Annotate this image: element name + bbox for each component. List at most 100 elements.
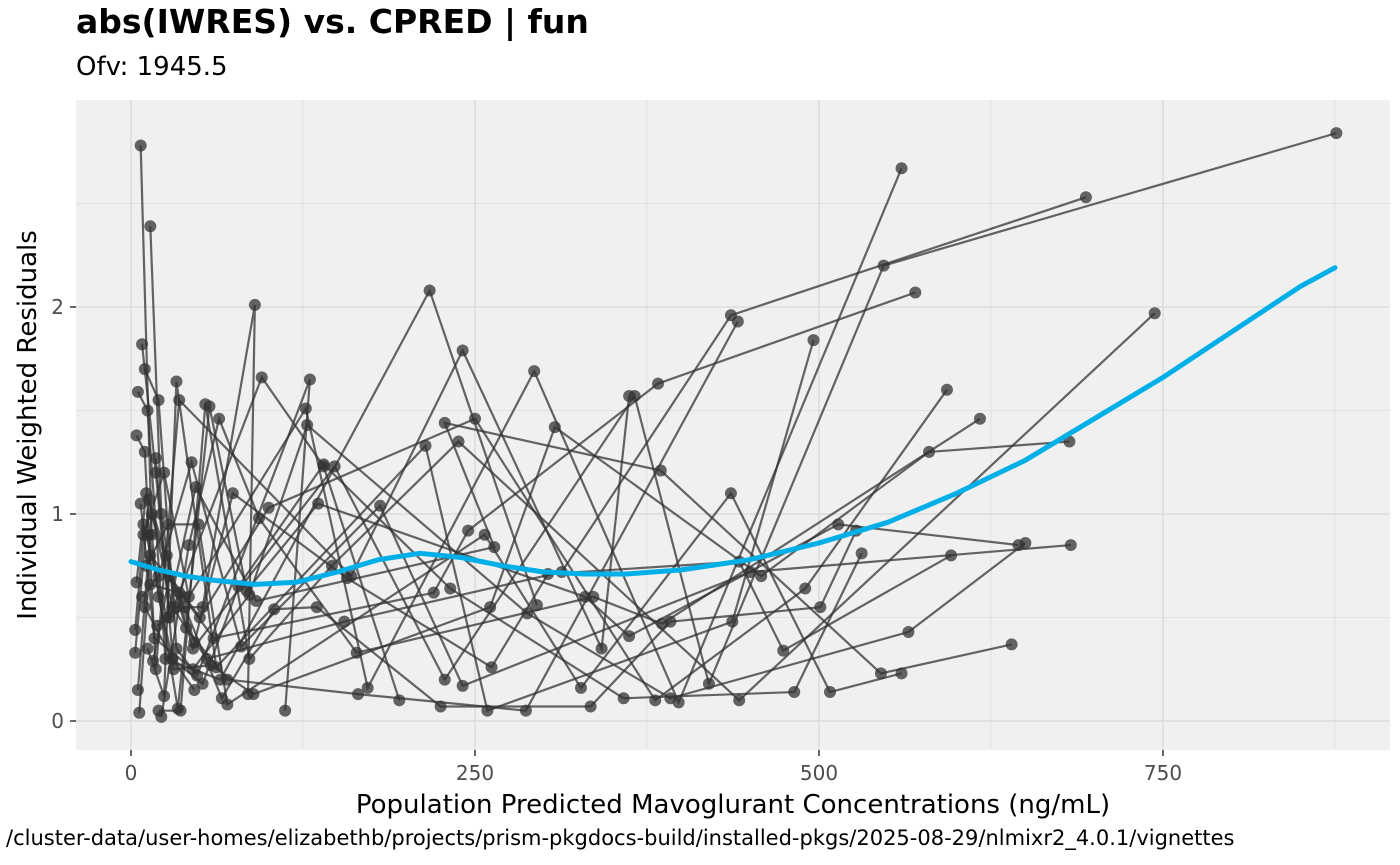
data-point — [1064, 539, 1077, 552]
data-point — [303, 373, 316, 386]
series-id22 — [140, 487, 908, 711]
data-point — [130, 576, 143, 589]
data-point — [777, 644, 790, 657]
caption: /cluster-data/user-homes/elizabethb/proj… — [6, 826, 1235, 850]
data-point — [1330, 127, 1343, 140]
data-point — [136, 338, 149, 351]
data-point — [352, 688, 365, 701]
data-point — [145, 508, 158, 521]
data-point — [158, 466, 171, 479]
smooth-line — [128, 265, 1338, 587]
data-point — [173, 586, 186, 599]
data-point — [419, 439, 432, 452]
data-point — [452, 435, 465, 448]
data-point — [438, 673, 451, 686]
data-point — [902, 626, 915, 639]
data-point — [141, 404, 154, 417]
data-point — [310, 601, 323, 614]
data-point — [341, 572, 354, 585]
data-point — [733, 694, 746, 707]
data-point — [462, 524, 475, 537]
data-point — [434, 700, 447, 713]
data-point — [755, 570, 768, 583]
data-point — [129, 646, 142, 659]
x-tick-label: 500 — [800, 761, 838, 785]
data-point — [469, 412, 482, 425]
data-point — [393, 694, 406, 707]
data-point — [909, 286, 922, 299]
data-point — [131, 385, 144, 398]
data-point — [178, 601, 191, 614]
smooth-layer — [128, 265, 1338, 587]
data-point — [945, 549, 958, 562]
x-tick-label: 0 — [125, 761, 138, 785]
plot-panel — [76, 100, 1390, 750]
data-point — [664, 615, 677, 628]
series-line — [140, 344, 401, 701]
y-tick-label: 2 — [51, 295, 64, 319]
data-point — [1063, 435, 1076, 448]
data-point — [147, 654, 160, 667]
data-point — [832, 518, 845, 531]
data-point — [148, 632, 161, 645]
data-point — [628, 390, 641, 403]
data-point — [654, 464, 667, 477]
grid-lines — [76, 100, 1390, 750]
data-point — [548, 421, 561, 434]
x-tick-label: 750 — [1144, 761, 1182, 785]
data-point — [134, 139, 147, 152]
data-point — [170, 375, 183, 388]
data-point — [1148, 307, 1161, 320]
data-point — [213, 412, 226, 425]
data-point — [130, 429, 143, 442]
y-axis-label: Individual Weighted Residuals — [13, 230, 43, 620]
data-point — [895, 162, 908, 175]
data-point — [149, 452, 162, 465]
data-point — [138, 445, 151, 458]
data-series — [129, 127, 1343, 723]
data-point — [485, 661, 498, 674]
data-point — [481, 704, 494, 717]
data-point — [652, 377, 665, 390]
data-point — [664, 692, 677, 705]
data-point — [519, 704, 532, 717]
data-point — [814, 601, 827, 614]
data-point — [142, 528, 155, 541]
data-point — [807, 334, 820, 347]
data-point — [317, 458, 330, 471]
data-point — [444, 582, 457, 595]
data-point — [478, 528, 491, 541]
series-line — [156, 530, 858, 708]
data-point — [973, 412, 986, 425]
data-point — [203, 400, 216, 413]
data-point — [623, 630, 636, 643]
data-point — [192, 518, 205, 531]
data-point — [874, 667, 887, 680]
data-point — [528, 365, 541, 378]
data-point — [456, 344, 469, 357]
data-point — [162, 518, 175, 531]
data-point — [247, 688, 260, 701]
data-point — [138, 601, 151, 614]
data-point — [151, 619, 164, 632]
series-id17 — [149, 421, 1076, 701]
data-point — [799, 582, 812, 595]
data-point — [152, 394, 165, 407]
y-tick-label: 1 — [51, 502, 64, 526]
data-point — [268, 603, 281, 616]
data-point — [248, 298, 261, 311]
data-point — [724, 487, 737, 500]
data-point — [530, 599, 543, 612]
y-tick-label: 0 — [51, 709, 64, 733]
x-axis-label: Population Predicted Mavoglurant Concent… — [356, 790, 1110, 820]
data-point — [226, 487, 239, 500]
data-point — [1079, 191, 1092, 204]
data-point — [824, 686, 837, 699]
data-point — [587, 590, 600, 603]
data-point — [595, 642, 608, 655]
data-point — [129, 623, 142, 636]
chart-subtitle: Ofv: 1945.5 — [76, 52, 228, 82]
series-line — [135, 132, 1337, 688]
data-point — [171, 702, 184, 715]
